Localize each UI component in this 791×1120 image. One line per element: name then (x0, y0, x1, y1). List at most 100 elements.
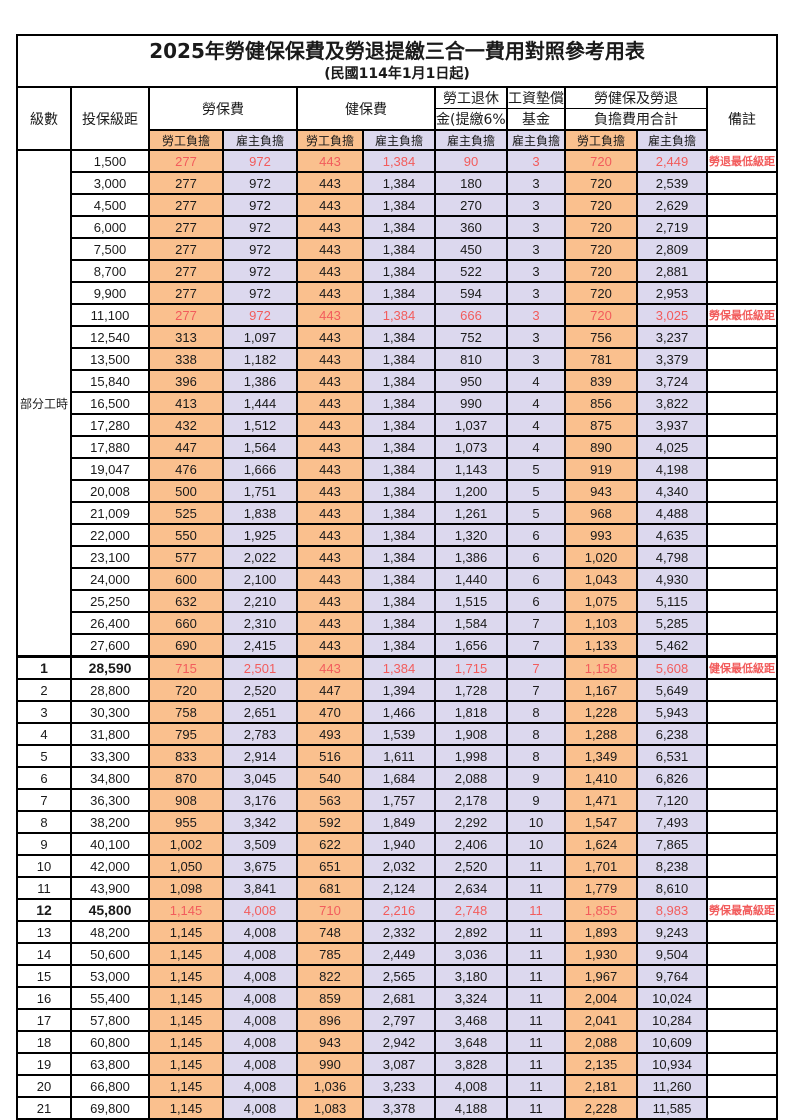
remark-cell (705, 281, 779, 305)
table-row: 9 40,100 1,002 3,509 622 1,940 2,406 10 1,624 7,8… (16, 832, 779, 856)
total-employee-cell: 1,349 (564, 744, 638, 768)
health-employee-cell: 785 (296, 942, 364, 966)
health-employer-cell: 1,466 (362, 700, 436, 724)
labor-employee-cell: 1,145 (148, 1074, 224, 1098)
labor-employee-cell: 1,098 (148, 876, 224, 900)
bracket-cell: 69,800 (70, 1096, 150, 1120)
page-title: 2025年勞健保保費及勞退提繳三合一費用對照參考用表 (149, 39, 645, 63)
level-cell: 16 (16, 986, 72, 1010)
remark-cell (705, 876, 779, 900)
wage-fund-employer-cell: 8 (506, 744, 566, 768)
total-employer-cell: 11,260 (636, 1074, 708, 1098)
level-cell: 18 (16, 1030, 72, 1054)
wage-fund-employer-cell: 11 (506, 1008, 566, 1032)
labor-employee-cell: 720 (148, 678, 224, 702)
health-employee-cell: 651 (296, 854, 364, 878)
health-employee-cell: 990 (296, 1052, 364, 1076)
pension-employer-cell: 752 (434, 325, 508, 349)
labor-employee-cell: 870 (148, 766, 224, 790)
bracket-cell: 3,000 (70, 171, 150, 195)
bracket-cell: 7,500 (70, 237, 150, 261)
remark-cell (705, 1096, 779, 1120)
health-employer-cell: 1,384 (362, 413, 436, 437)
total-employer-cell: 8,610 (636, 876, 708, 900)
col-header-total-line1: 勞健保及勞退 (564, 86, 708, 109)
health-employee-cell: 443 (296, 479, 364, 503)
remark-cell (705, 523, 779, 547)
pension-employer-cell: 666 (434, 303, 508, 327)
remark-cell (705, 325, 779, 349)
wage-fund-employer-cell: 11 (506, 1096, 566, 1120)
total-employer-cell: 9,504 (636, 942, 708, 966)
labor-employer-cell: 972 (222, 193, 298, 217)
bracket-cell: 27,600 (70, 633, 150, 658)
level-cell: 17 (16, 1008, 72, 1032)
level-cell: 5 (16, 744, 72, 768)
labor-employer-cell: 1,512 (222, 413, 298, 437)
col-header-bracket: 投保級距 (70, 86, 150, 151)
total-employer-cell: 10,609 (636, 1030, 708, 1054)
pension-employer-cell: 1,440 (434, 567, 508, 591)
table-row: 11 43,900 1,098 3,841 681 2,124 2,634 11 1,779 8,… (16, 876, 779, 900)
pension-employer-cell: 810 (434, 347, 508, 371)
bracket-cell: 36,300 (70, 788, 150, 812)
remark-cell (705, 193, 779, 217)
bracket-cell: 43,900 (70, 876, 150, 900)
pension-employer-cell: 1,073 (434, 435, 508, 459)
labor-employee-cell: 1,145 (148, 1096, 224, 1120)
table-row: 25,250 632 2,210 443 1,384 1,515 6 1,075 5,115 (17, 589, 779, 613)
labor-employer-cell: 4,008 (222, 920, 298, 944)
labor-employer-cell: 1,097 (222, 325, 298, 349)
table-row: 8,700 277 972 443 1,384 522 3 720 2,881 (17, 259, 779, 283)
labor-employee-cell: 313 (148, 325, 224, 349)
total-employee-cell: 781 (564, 347, 638, 371)
total-employer-cell: 11,585 (636, 1096, 708, 1120)
remark-cell (705, 832, 779, 856)
total-employer-cell: 5,285 (636, 611, 708, 635)
total-employer-cell: 2,539 (636, 171, 708, 195)
bracket-cell: 33,300 (70, 744, 150, 768)
pension-employer-cell: 2,292 (434, 810, 508, 834)
labor-employee-cell: 1,145 (148, 942, 224, 966)
total-employee-cell: 1,228 (564, 700, 638, 724)
wage-fund-employer-cell: 4 (506, 391, 566, 415)
total-employer-cell: 3,822 (636, 391, 708, 415)
level-cell: 1 (16, 655, 72, 680)
wage-fund-employer-cell: 7 (506, 633, 566, 658)
health-employer-cell: 1,384 (362, 589, 436, 613)
total-employee-cell: 1,967 (564, 964, 638, 988)
total-employee-cell: 2,181 (564, 1074, 638, 1098)
remark-cell (705, 457, 779, 481)
col-header-health-insurance: 健保費 (296, 86, 436, 131)
remark-cell (705, 259, 779, 283)
pension-employer-cell: 1,200 (434, 479, 508, 503)
reference-sheet: 2025年勞健保保費及勞退提繳三合一費用對照參考用表 (民國114年1月1日起)… (15, 34, 779, 1120)
total-employer-cell: 4,798 (636, 545, 708, 569)
health-employer-cell: 2,565 (362, 964, 436, 988)
pension-employer-cell: 3,036 (434, 942, 508, 966)
remark-cell (705, 986, 779, 1010)
health-employer-cell: 3,378 (362, 1096, 436, 1120)
total-employer-cell: 6,826 (636, 766, 708, 790)
labor-employer-cell: 1,751 (222, 479, 298, 503)
labor-employer-cell: 3,045 (222, 766, 298, 790)
total-employee-cell: 720 (564, 215, 638, 239)
pension-employer-cell: 2,088 (434, 766, 508, 790)
wage-fund-employer-cell: 7 (506, 611, 566, 635)
pension-employer-cell: 180 (434, 171, 508, 195)
total-employee-cell: 1,471 (564, 788, 638, 812)
wage-fund-employer-cell: 6 (506, 567, 566, 591)
pension-employer-cell: 4,188 (434, 1096, 508, 1120)
bracket-cell: 30,300 (70, 700, 150, 724)
wage-fund-employer-cell: 6 (506, 589, 566, 613)
health-employee-cell: 443 (296, 369, 364, 393)
labor-employer-cell: 4,008 (222, 1008, 298, 1032)
total-employee-cell: 2,228 (564, 1096, 638, 1120)
health-employer-cell: 1,684 (362, 766, 436, 790)
labor-employee-cell: 690 (148, 633, 224, 658)
pension-employer-cell: 1,908 (434, 722, 508, 746)
remark-cell (705, 810, 779, 834)
total-employee-cell: 1,624 (564, 832, 638, 856)
table-row: 19,047 476 1,666 443 1,384 1,143 5 919 4,198 (17, 457, 779, 481)
health-employer-cell: 1,611 (362, 744, 436, 768)
